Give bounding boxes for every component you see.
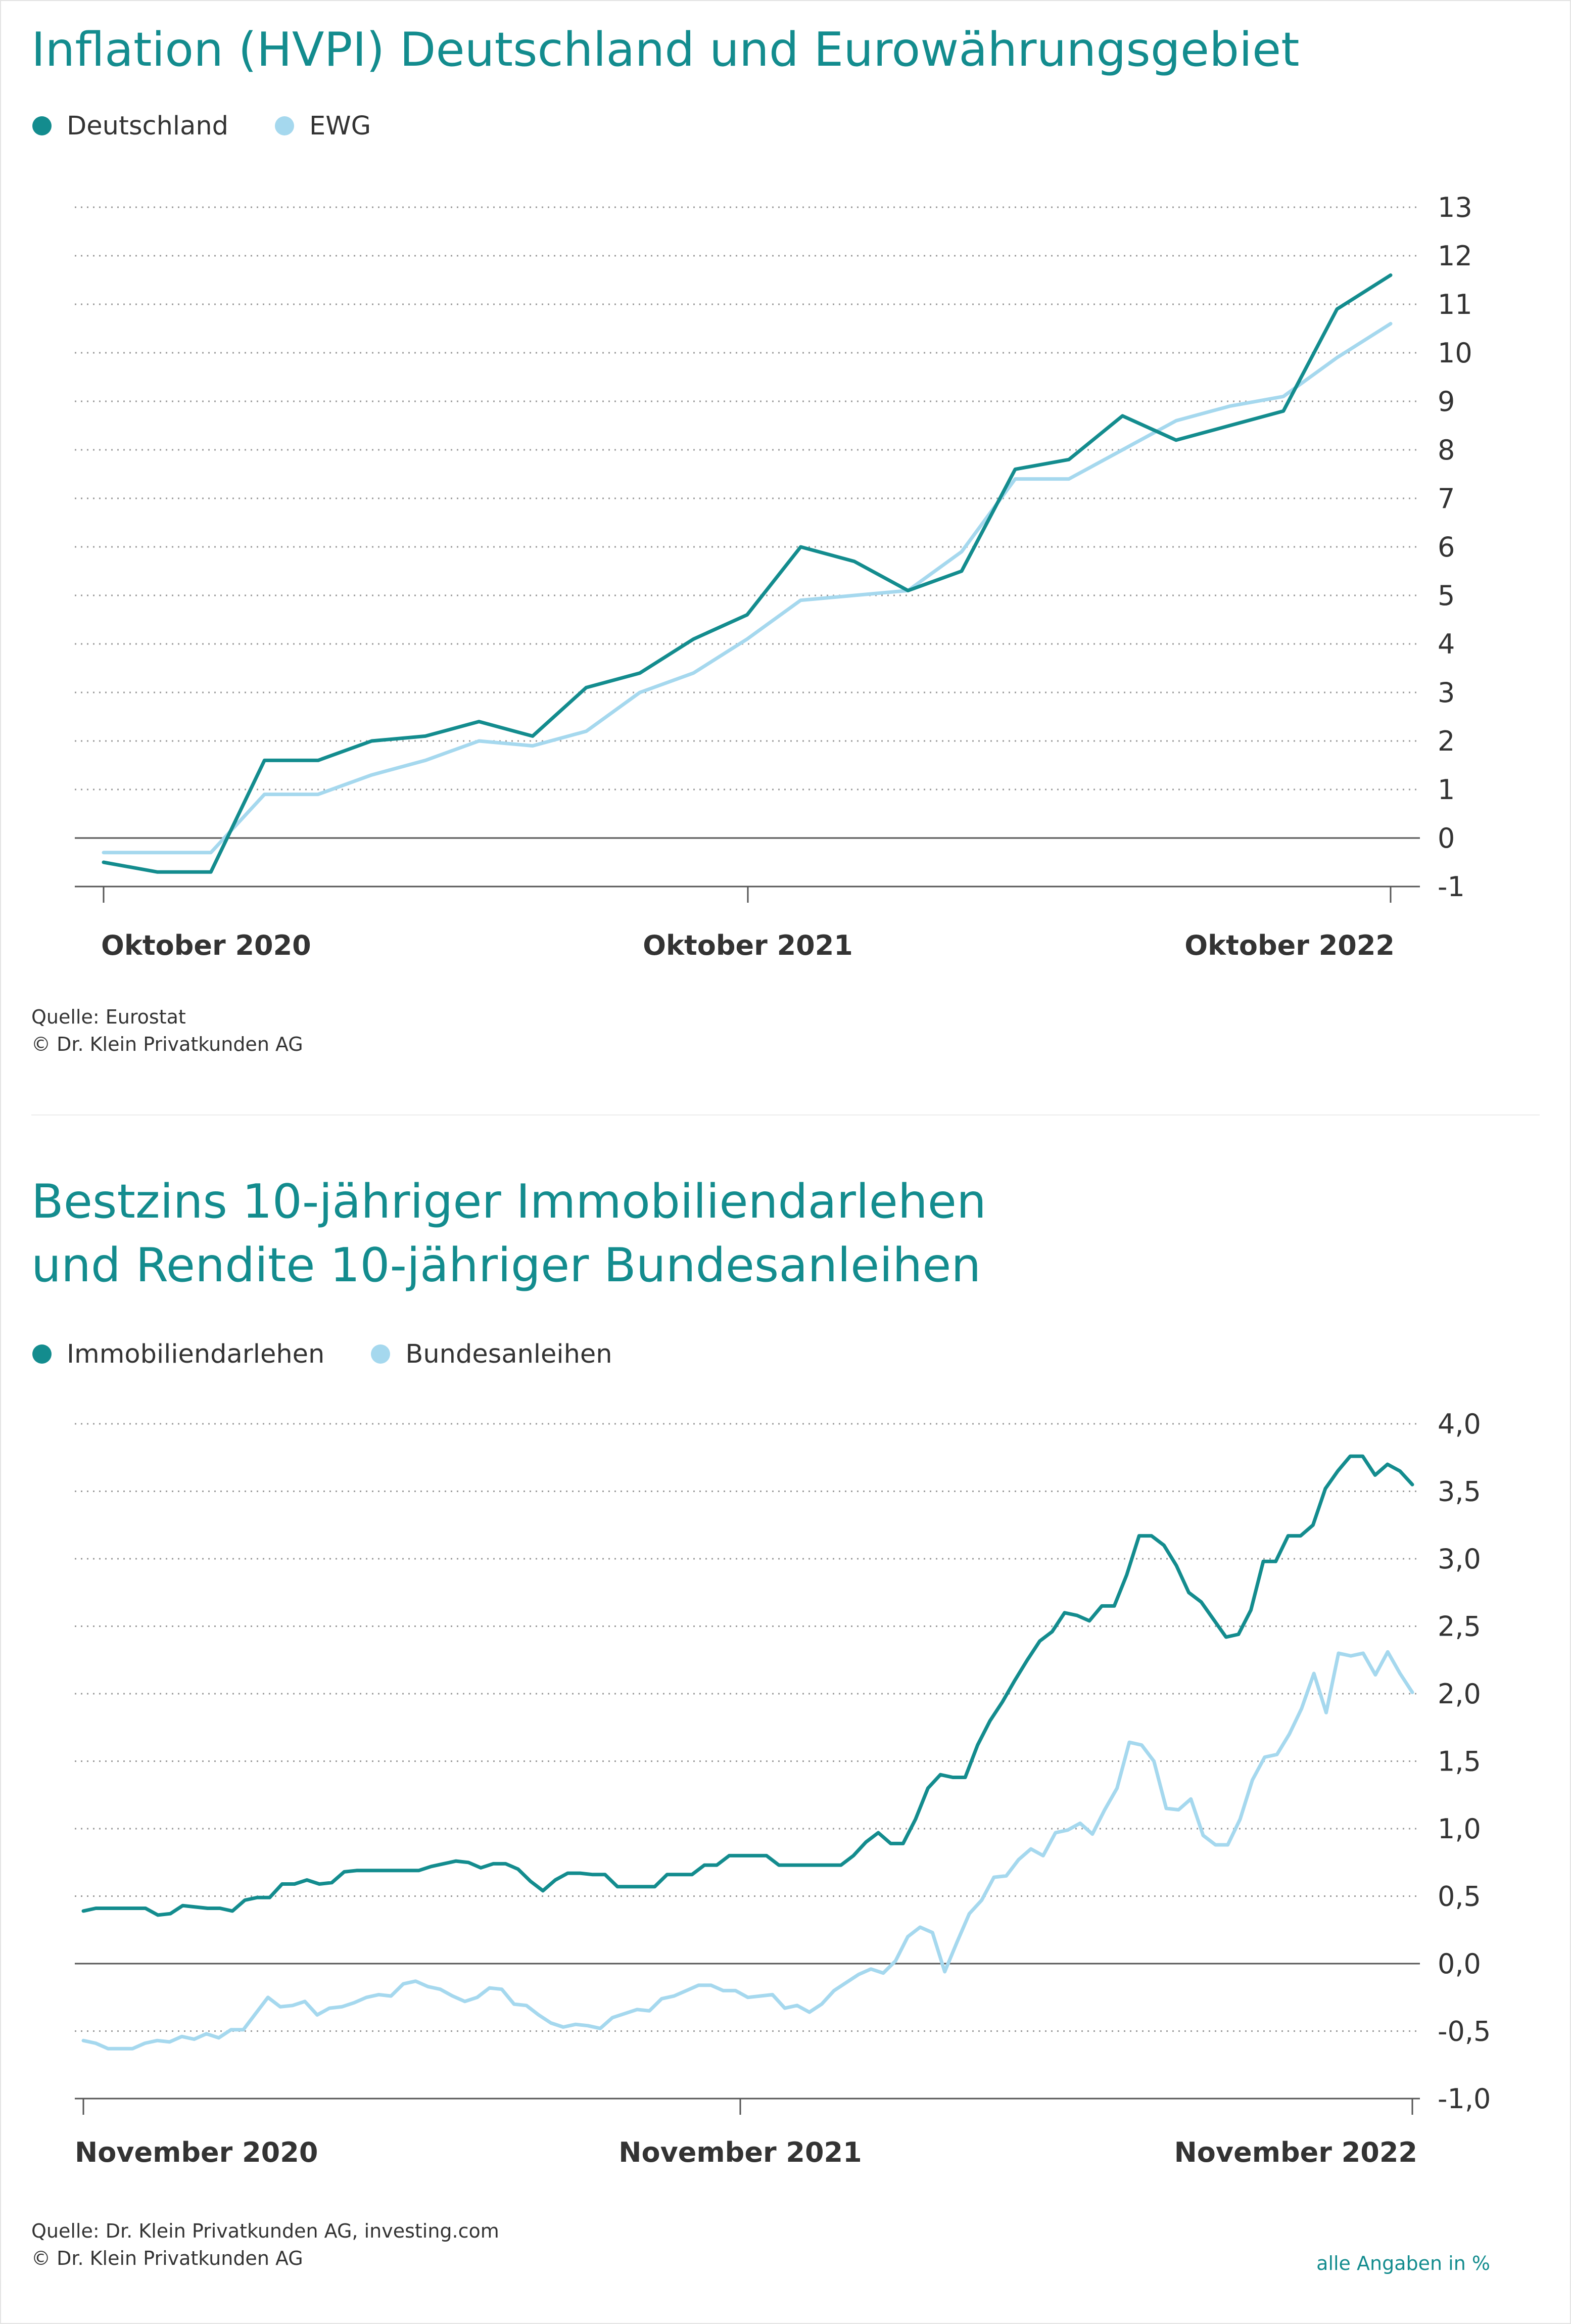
legend-dot-bundesanleihen — [371, 1344, 391, 1364]
chart-2-title-line-1: Bestzins 10-jähriger Immobiliendarlehen — [31, 1174, 986, 1229]
y-tick-label: -0,5 — [1438, 2016, 1491, 2048]
y-tick-label: 12 — [1438, 240, 1472, 272]
legend-item-deutschland: Deutschland — [32, 111, 228, 141]
y-tick-label: 4,0 — [1438, 1408, 1481, 1440]
y-tick-label: 2,0 — [1438, 1678, 1481, 1710]
y-tick-label: 5 — [1438, 580, 1455, 612]
y-tick-label: 1,5 — [1438, 1746, 1481, 1778]
legend-dot-immobiliendarlehen — [32, 1344, 52, 1364]
y-tick-label: 13 — [1438, 192, 1472, 223]
x-tick-label: Oktober 2020 — [101, 929, 311, 961]
legend-item-immobiliendarlehen: Immobiliendarlehen — [32, 1339, 324, 1369]
chart-1-legend: Deutschland EWG — [32, 111, 417, 141]
y-tick-label: 0 — [1438, 822, 1455, 854]
y-tick-label: 2,5 — [1438, 1611, 1481, 1643]
chart-1-title: Inflation (HVPI) Deutschland und Eurowäh… — [31, 22, 1300, 77]
y-tick-label: -1,0 — [1438, 2083, 1491, 2115]
y-tick-label: 11 — [1438, 289, 1472, 320]
units-note: alle Angaben in % — [1316, 2252, 1490, 2274]
chart-2-title-line-2: und Rendite 10-jähriger Bundesanleihen — [31, 1238, 981, 1292]
y-tick-label: 0,5 — [1438, 1881, 1481, 1913]
y-tick-label: 3,0 — [1438, 1543, 1481, 1575]
series-line-immobiliendarlehen — [81, 1454, 1414, 1917]
section-divider — [31, 1114, 1540, 1115]
legend-label-deutschland: Deutschland — [67, 111, 229, 141]
y-tick-label: 3 — [1438, 677, 1455, 709]
series-line-bundesanleihen — [81, 1650, 1414, 2051]
legend-dot-deutschland — [32, 116, 52, 135]
chart-2-copyright-line: © Dr. Klein Privatkunden AG — [31, 2247, 303, 2269]
y-tick-label: 9 — [1438, 386, 1455, 417]
y-tick-label: 2 — [1438, 725, 1455, 757]
legend-label-bundesanleihen: Bundesanleihen — [405, 1339, 612, 1369]
chart-2-source: Quelle: Dr. Klein Privatkunden AG, inves… — [31, 2217, 499, 2272]
y-tick-label: 3,5 — [1438, 1476, 1481, 1508]
chart-1-copyright-line: © Dr. Klein Privatkunden AG — [31, 1033, 303, 1055]
x-tick-label: Oktober 2022 — [1184, 929, 1395, 961]
x-tick-label: November 2021 — [618, 2136, 862, 2168]
legend-dot-ewg — [275, 116, 295, 135]
y-tick-label: -1 — [1438, 871, 1465, 903]
y-tick-label: 8 — [1438, 434, 1455, 466]
x-tick-label: November 2020 — [75, 2136, 318, 2168]
legend-label-immobiliendarlehen: Immobiliendarlehen — [67, 1339, 325, 1369]
chart-2-legend: Immobiliendarlehen Bundesanleihen — [32, 1339, 659, 1369]
y-tick-label: 1,0 — [1438, 1813, 1481, 1845]
x-tick-label: November 2022 — [1174, 2136, 1417, 2168]
y-tick-label: 0,0 — [1438, 1948, 1481, 1980]
y-tick-label: 6 — [1438, 531, 1455, 563]
x-tick-label: Oktober 2021 — [643, 929, 853, 961]
zins-chart: 4,0 3,5 3,0 2,5 2,0 1,5 1,0 0,5 0,0 -0,5 -1,0 Novem… — [75, 1408, 1491, 2168]
series-line-ewg — [102, 321, 1393, 855]
chart-1-source: Quelle: Eurostat © Dr. Klein Privatkunde… — [31, 1003, 303, 1058]
series-line-deutschland — [102, 273, 1393, 874]
chart-2-source-line: Quelle: Dr. Klein Privatkunden AG, inves… — [31, 2220, 499, 2242]
legend-item-ewg: EWG — [275, 111, 371, 141]
y-tick-label: 4 — [1438, 628, 1455, 660]
legend-item-bundesanleihen: Bundesanleihen — [371, 1339, 612, 1369]
chart-1-source-line: Quelle: Eurostat — [31, 1006, 186, 1028]
y-tick-label: 7 — [1438, 483, 1455, 515]
legend-label-ewg: EWG — [309, 111, 371, 141]
y-tick-label: 10 — [1438, 337, 1472, 369]
y-tick-label: 1 — [1438, 774, 1455, 806]
